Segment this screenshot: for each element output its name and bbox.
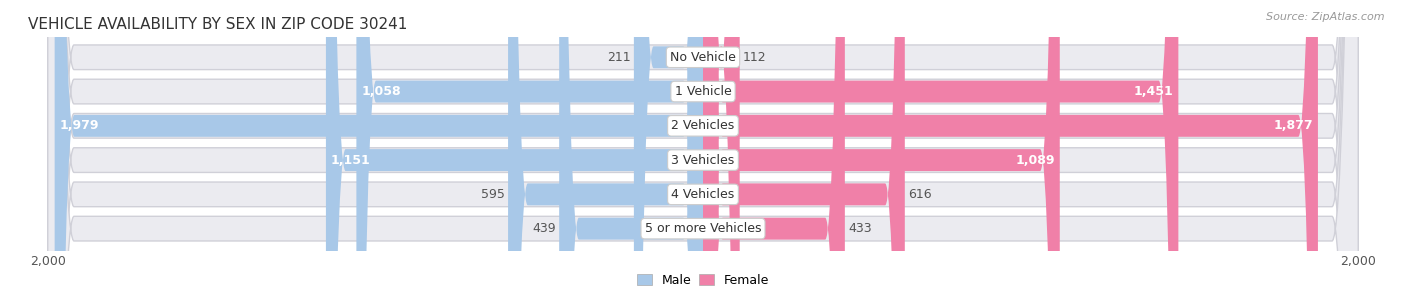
- FancyBboxPatch shape: [48, 0, 1358, 306]
- Text: 1 Vehicle: 1 Vehicle: [675, 85, 731, 98]
- Text: 1,979: 1,979: [59, 119, 98, 132]
- Legend: Male, Female: Male, Female: [631, 269, 775, 292]
- Text: 112: 112: [742, 51, 766, 64]
- FancyBboxPatch shape: [703, 0, 905, 306]
- FancyBboxPatch shape: [508, 0, 703, 306]
- FancyBboxPatch shape: [48, 0, 1358, 306]
- FancyBboxPatch shape: [560, 0, 703, 306]
- Text: 1,151: 1,151: [330, 154, 371, 166]
- Text: 2 Vehicles: 2 Vehicles: [672, 119, 734, 132]
- Text: 1,877: 1,877: [1274, 119, 1313, 132]
- Text: VEHICLE AVAILABILITY BY SEX IN ZIP CODE 30241: VEHICLE AVAILABILITY BY SEX IN ZIP CODE …: [28, 17, 408, 32]
- Text: 4 Vehicles: 4 Vehicles: [672, 188, 734, 201]
- FancyBboxPatch shape: [703, 0, 1317, 306]
- FancyBboxPatch shape: [48, 0, 1358, 306]
- Text: 3 Vehicles: 3 Vehicles: [672, 154, 734, 166]
- Text: 616: 616: [908, 188, 932, 201]
- Text: 595: 595: [481, 188, 505, 201]
- FancyBboxPatch shape: [48, 0, 1358, 306]
- Text: 1,089: 1,089: [1015, 154, 1054, 166]
- FancyBboxPatch shape: [634, 0, 703, 306]
- Text: Source: ZipAtlas.com: Source: ZipAtlas.com: [1267, 12, 1385, 22]
- FancyBboxPatch shape: [703, 0, 1178, 306]
- Text: 439: 439: [533, 222, 555, 235]
- FancyBboxPatch shape: [326, 0, 703, 306]
- FancyBboxPatch shape: [703, 0, 845, 306]
- Text: 211: 211: [607, 51, 631, 64]
- Text: No Vehicle: No Vehicle: [671, 51, 735, 64]
- FancyBboxPatch shape: [356, 0, 703, 306]
- FancyBboxPatch shape: [55, 0, 703, 306]
- Text: 1,058: 1,058: [361, 85, 401, 98]
- FancyBboxPatch shape: [48, 0, 1358, 306]
- FancyBboxPatch shape: [703, 0, 1060, 306]
- Text: 1,451: 1,451: [1133, 85, 1174, 98]
- Text: 433: 433: [848, 222, 872, 235]
- FancyBboxPatch shape: [703, 0, 740, 306]
- FancyBboxPatch shape: [48, 0, 1358, 306]
- Text: 5 or more Vehicles: 5 or more Vehicles: [645, 222, 761, 235]
